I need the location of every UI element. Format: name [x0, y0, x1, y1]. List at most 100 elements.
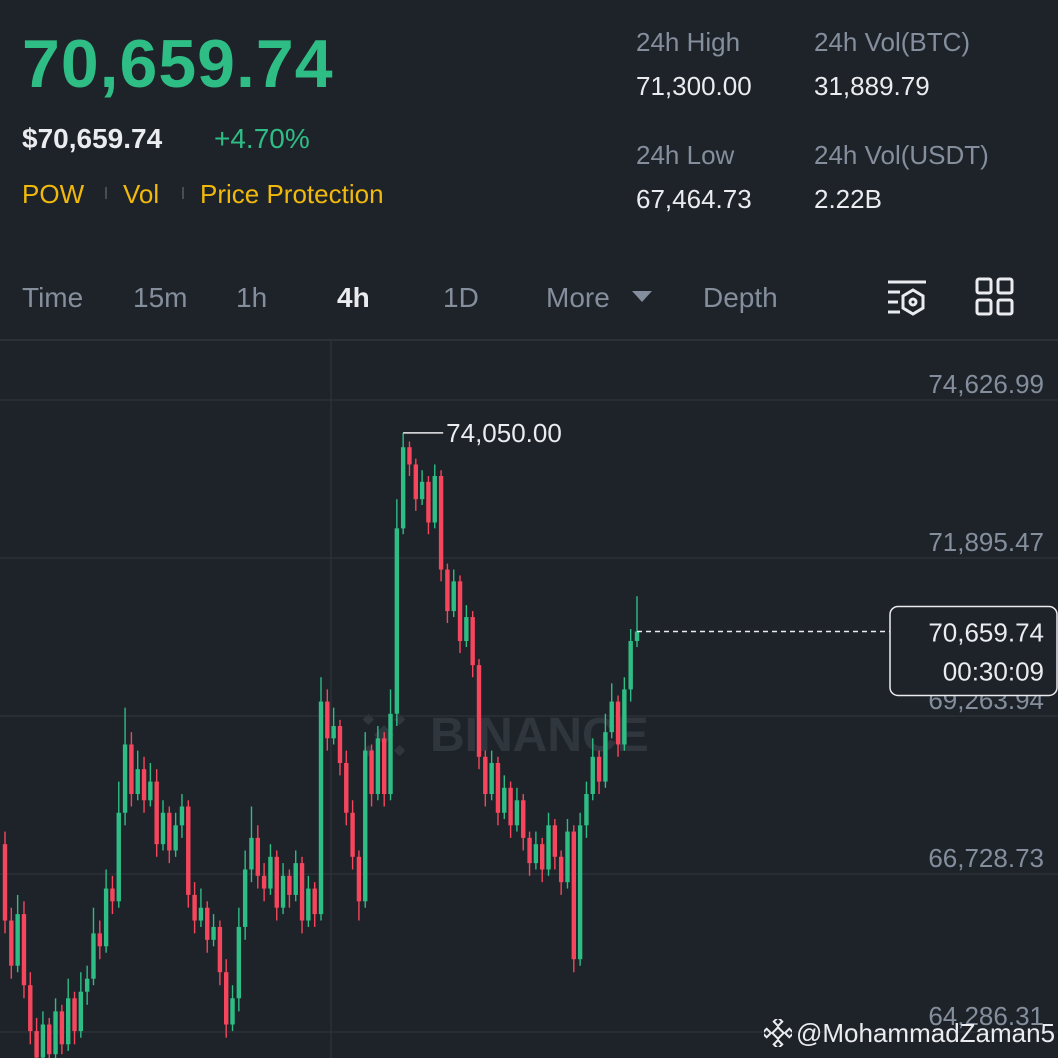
candle-body	[400, 447, 406, 529]
candle-body	[2, 844, 8, 921]
candle-body	[217, 926, 223, 973]
candle-body	[110, 888, 115, 902]
candle-body	[72, 998, 77, 1032]
candle-body	[584, 794, 589, 826]
y-tick-label: 71,895.47	[928, 527, 1044, 557]
candle-body	[419, 481, 425, 500]
candle-body	[533, 844, 539, 864]
last-price-label: 70,659.74	[928, 617, 1044, 647]
interval-tab[interactable]: 1h	[236, 282, 268, 313]
candle-body	[186, 806, 191, 895]
candle-body	[615, 701, 621, 745]
layout-icon[interactable]	[974, 276, 1016, 318]
candle-body	[167, 812, 172, 851]
y-tick-label: 74,626.99	[928, 369, 1044, 399]
tag[interactable]: POW	[22, 179, 85, 209]
candle-body	[451, 581, 456, 612]
candle-body	[628, 641, 633, 690]
stat-label: 24h High	[636, 27, 741, 57]
candle-body	[129, 744, 134, 795]
interval-tab[interactable]: 4h	[337, 282, 370, 313]
last-price-box	[889, 605, 1058, 697]
candle-body	[337, 726, 343, 763]
candle-body	[40, 1024, 46, 1058]
candle-body	[350, 812, 355, 857]
candle-body	[369, 750, 374, 795]
candle-body	[464, 617, 469, 642]
candle-body	[331, 726, 336, 739]
candle-body	[603, 732, 608, 782]
candle-body	[21, 914, 27, 986]
tag[interactable]: Vol	[123, 179, 160, 209]
candle-body	[154, 781, 159, 845]
candle-body	[470, 617, 475, 666]
stat-value: 67,464.73	[636, 184, 752, 214]
separator	[105, 187, 107, 199]
interval-tab[interactable]: Time	[22, 282, 84, 313]
watermark-user: @MohammadZaman5	[796, 1018, 1056, 1048]
separator	[182, 187, 184, 199]
candle-body	[135, 769, 140, 795]
candle-body	[521, 800, 526, 838]
candle-body	[375, 738, 381, 795]
settings-icon[interactable]	[886, 278, 930, 318]
interval-tab[interactable]: 1D	[443, 282, 479, 313]
candle-body	[363, 750, 368, 902]
candle-body	[211, 926, 216, 940]
stat-label: 24h Vol(USDT)	[814, 140, 989, 170]
interval-tab[interactable]: 15m	[133, 282, 188, 313]
candle-body	[382, 738, 387, 795]
candle-body	[287, 875, 292, 895]
candle-body	[407, 447, 412, 465]
candle-body	[344, 762, 349, 813]
candle-body	[173, 825, 178, 851]
candle-body	[306, 888, 311, 921]
candle-body	[634, 631, 640, 642]
candle-body	[66, 998, 71, 1045]
candle-body	[457, 581, 463, 642]
candle-body	[249, 837, 254, 870]
stat-value: 2.22B	[814, 184, 882, 214]
candle-body	[312, 888, 317, 915]
candle-body	[540, 844, 545, 870]
candle-body	[356, 856, 362, 902]
tag[interactable]: Price Protection	[200, 179, 384, 209]
y-tick-label: 66,728.73	[928, 843, 1044, 873]
candle-body	[84, 978, 90, 992]
last-price: 70,659.74	[22, 26, 334, 102]
interval-tab[interactable]: Depth	[703, 282, 778, 313]
y-tick-label: 64,286.31	[928, 1001, 1044, 1031]
candle-body	[261, 875, 267, 889]
candle-body	[622, 689, 627, 745]
candle-body	[78, 991, 84, 1032]
candle-body	[293, 863, 298, 895]
candle-body	[438, 476, 444, 570]
candle-body	[432, 476, 437, 523]
candle-body	[53, 1011, 58, 1055]
footer-logo	[764, 1019, 792, 1047]
interval-tab[interactable]: More	[546, 282, 610, 313]
candle-body	[148, 781, 153, 801]
stat-label: 24h Vol(BTC)	[814, 27, 971, 57]
candle-body	[28, 985, 33, 1032]
price-change: +4.70%	[214, 123, 310, 154]
candle-body	[15, 914, 20, 966]
candle-body	[299, 863, 305, 921]
candle-body	[552, 825, 558, 857]
candle-body	[527, 837, 532, 864]
candle-body	[179, 806, 185, 826]
candle-body	[590, 756, 595, 795]
candle-body	[274, 856, 279, 908]
candle-body	[205, 907, 210, 940]
candle-body	[394, 528, 400, 714]
candle-body	[413, 464, 418, 500]
candle-body	[565, 831, 570, 883]
candle-body	[242, 869, 248, 927]
candle-body	[224, 972, 229, 1025]
candle-body	[59, 1011, 65, 1045]
candle-body	[388, 713, 393, 795]
candle-body	[502, 787, 507, 813]
candle-body	[230, 998, 235, 1025]
candle-body	[236, 926, 242, 999]
stat-value: 71,300.00	[636, 71, 752, 101]
